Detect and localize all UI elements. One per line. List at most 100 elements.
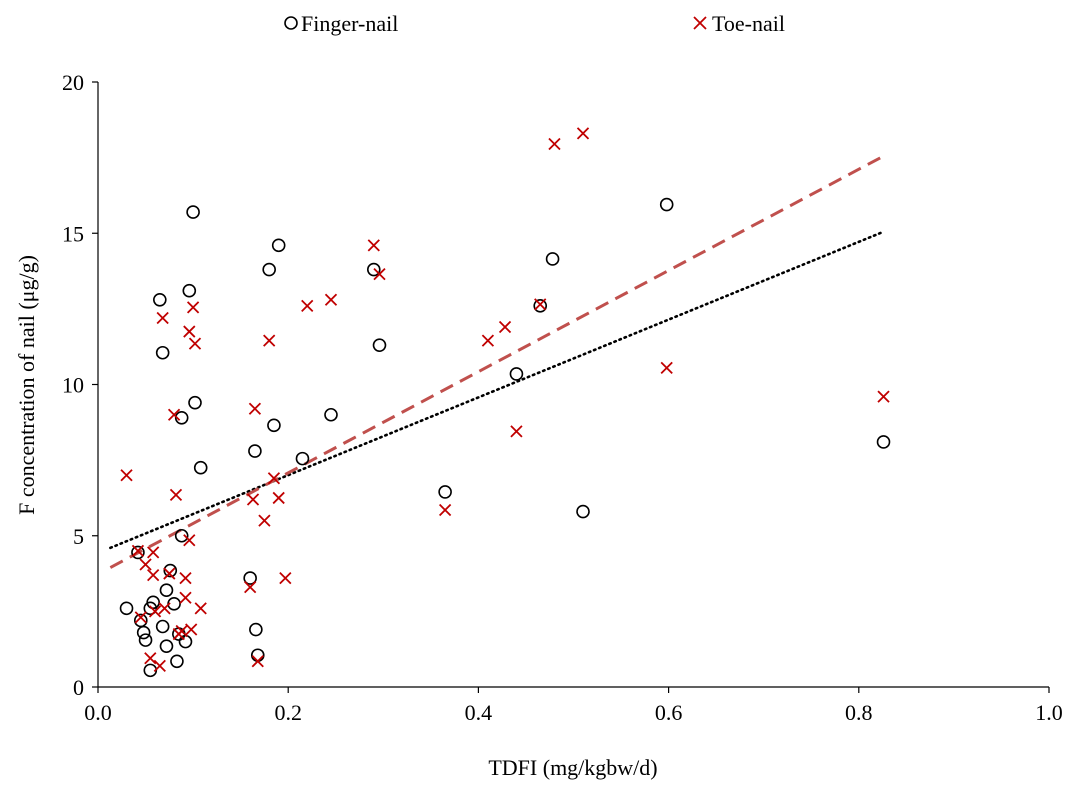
point-finger-nail xyxy=(271,238,286,253)
point-finger-nail xyxy=(170,654,184,669)
point-toe-nail xyxy=(179,591,192,604)
x-tick-label: 0.4 xyxy=(465,700,493,725)
point-toe-nail xyxy=(194,602,207,615)
point-toe-nail xyxy=(158,602,171,615)
point-finger-nail xyxy=(159,583,174,598)
point-toe-nail xyxy=(251,655,264,668)
y-tick-label: 0 xyxy=(73,675,84,700)
point-toe-nail xyxy=(185,623,198,636)
y-tick-label: 5 xyxy=(73,524,84,549)
point-finger-nail xyxy=(174,410,189,425)
point-finger-nail xyxy=(155,345,170,360)
point-toe-nail xyxy=(163,567,176,580)
point-toe-nail xyxy=(147,546,160,559)
point-finger-nail xyxy=(188,395,202,410)
x-tick-label: 0.8 xyxy=(845,700,873,725)
point-toe-nail xyxy=(510,425,523,438)
point-toe-nail xyxy=(301,299,314,312)
point-finger-nail xyxy=(295,451,310,466)
point-finger-nail xyxy=(131,545,145,560)
point-finger-nail xyxy=(545,252,560,266)
point-finger-nail xyxy=(249,622,263,637)
point-finger-nail xyxy=(136,625,151,640)
axes xyxy=(97,82,1049,688)
point-finger-nail xyxy=(576,504,590,519)
point-toe-nail xyxy=(267,472,281,485)
point-finger-nail xyxy=(119,601,134,616)
point-toe-nail xyxy=(272,491,285,505)
point-toe-nail xyxy=(144,652,157,665)
point-toe-nail xyxy=(660,361,673,374)
point-finger-nail xyxy=(372,338,387,352)
legend-item-finger-nail: Finger-nail xyxy=(284,11,398,36)
point-toe-nail xyxy=(373,267,386,281)
point-toe-nail xyxy=(134,611,147,624)
point-finger-nail xyxy=(143,601,158,616)
point-finger-nail xyxy=(138,633,153,647)
point-finger-nail xyxy=(533,299,548,313)
point-finger-nail xyxy=(248,444,262,458)
point-toe-nail xyxy=(156,311,169,325)
point-toe-nail xyxy=(367,239,380,252)
point-toe-nail xyxy=(131,544,145,558)
x-axis-label: TDFI (mg/kgbw/d) xyxy=(488,755,657,780)
point-toe-nail xyxy=(324,293,338,306)
point-toe-nail xyxy=(534,298,547,311)
legend-marker-finger-nail xyxy=(284,16,298,30)
point-toe-nail xyxy=(188,337,202,350)
point-toe-nail xyxy=(183,325,196,338)
point-toe-nail xyxy=(548,137,561,151)
trendline-toe-nail xyxy=(109,154,885,569)
point-toe-nail xyxy=(279,571,292,585)
point-toe-nail xyxy=(175,624,188,638)
point-finger-nail xyxy=(250,648,265,663)
point-toe-nail xyxy=(244,581,257,594)
point-toe-nail xyxy=(148,605,162,618)
point-toe-nail xyxy=(167,408,181,421)
point-toe-nail xyxy=(186,301,200,314)
point-toe-nail xyxy=(438,503,452,517)
point-toe-nail xyxy=(576,127,590,140)
point-toe-nail xyxy=(877,390,890,403)
point-toe-nail xyxy=(258,514,271,527)
point-toe-nail xyxy=(147,568,160,582)
y-axis-label: F concentration of nail (μg/g) xyxy=(14,255,39,515)
y-tick-label: 10 xyxy=(62,373,84,398)
legend-label-toe-nail: Toe-nail xyxy=(712,11,785,36)
point-finger-nail xyxy=(438,485,452,499)
point-finger-nail xyxy=(163,563,178,578)
trendlines xyxy=(109,154,885,569)
point-finger-nail xyxy=(193,460,208,475)
y-tick-label: 20 xyxy=(62,70,84,95)
y-tick-label: 15 xyxy=(62,221,84,246)
point-toe-nail xyxy=(498,320,512,334)
point-toe-nail xyxy=(481,334,495,347)
point-toe-nail xyxy=(183,534,196,547)
point-toe-nail xyxy=(169,488,183,502)
point-toe-nail xyxy=(248,402,262,415)
point-toe-nail xyxy=(246,493,260,506)
point-toe-nail xyxy=(153,659,166,672)
x-axis-ticks: 0.0 0.2 0.4 0.6 0.8 1.0 xyxy=(84,687,1063,725)
point-toe-nail xyxy=(139,558,152,571)
legend-marker-toe-nail xyxy=(693,16,707,30)
y-axis-ticks: 0 5 10 15 20 xyxy=(62,70,98,700)
point-finger-nail xyxy=(876,435,891,449)
point-finger-nail xyxy=(324,407,338,422)
point-toe-nail xyxy=(179,571,192,585)
point-finger-nail xyxy=(267,418,281,433)
legend-item-toe-nail: Toe-nail xyxy=(693,11,785,36)
point-finger-nail xyxy=(155,619,170,634)
point-finger-nail xyxy=(262,262,276,277)
point-toe-nail xyxy=(263,334,276,347)
x-tick-label: 0.6 xyxy=(655,700,683,725)
point-finger-nail xyxy=(174,528,189,543)
point-finger-nail xyxy=(186,205,200,219)
point-finger-nail xyxy=(509,367,524,381)
trendline-finger-nail xyxy=(109,230,885,550)
point-finger-nail xyxy=(366,262,381,277)
legend-label-finger-nail: Finger-nail xyxy=(301,11,398,36)
x-tick-label: 0.2 xyxy=(274,700,302,725)
legend: Finger-nail Toe-nail xyxy=(284,11,785,36)
